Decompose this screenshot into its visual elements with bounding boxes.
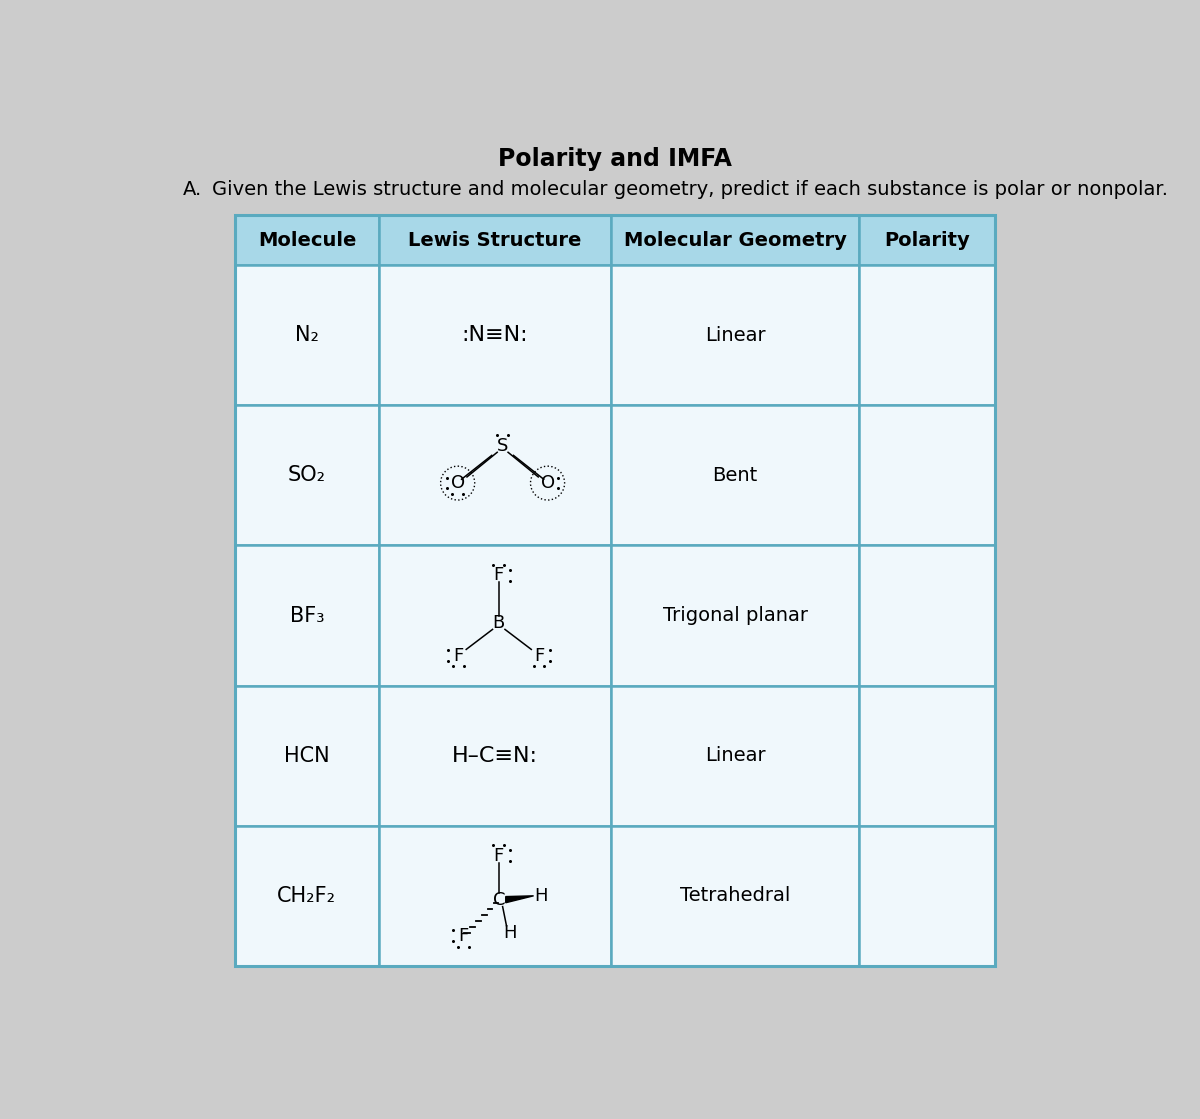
Bar	[859, 686, 995, 826]
Text: H: H	[535, 887, 548, 905]
Text: BF₃: BF₃	[289, 605, 324, 626]
Text: H–C≡N:: H–C≡N:	[452, 745, 538, 765]
Text: Molecule: Molecule	[258, 231, 356, 250]
Bar	[379, 405, 611, 545]
Bar	[235, 686, 379, 826]
Bar	[859, 405, 995, 545]
Text: Lewis Structure: Lewis Structure	[408, 231, 582, 250]
Text: Linear: Linear	[704, 746, 766, 765]
Text: N₂: N₂	[295, 326, 319, 346]
Bar	[379, 826, 611, 966]
Text: CH₂F₂: CH₂F₂	[277, 886, 336, 905]
Text: Given the Lewis structure and molecular geometry, predict if each substance is p: Given the Lewis structure and molecular …	[212, 180, 1168, 199]
Bar	[611, 545, 859, 686]
Text: F: F	[493, 566, 504, 584]
Text: S: S	[497, 438, 509, 455]
Text: O: O	[451, 474, 464, 492]
Text: Tetrahedral: Tetrahedral	[680, 886, 791, 905]
Bar	[379, 265, 611, 405]
Text: H: H	[504, 924, 517, 942]
Text: Polarity and IMFA: Polarity and IMFA	[498, 147, 732, 171]
Text: A.: A.	[182, 180, 202, 199]
Text: F: F	[458, 927, 469, 944]
Bar	[859, 265, 995, 405]
Bar	[611, 405, 859, 545]
Text: HCN: HCN	[284, 745, 330, 765]
Bar	[235, 405, 379, 545]
Bar	[235, 545, 379, 686]
Bar	[611, 826, 859, 966]
Bar	[235, 215, 379, 265]
Bar	[379, 545, 611, 686]
Polygon shape	[505, 896, 534, 903]
Bar	[235, 826, 379, 966]
Text: F: F	[493, 847, 504, 865]
Text: SO₂: SO₂	[288, 466, 326, 486]
Text: Molecular Geometry: Molecular Geometry	[624, 231, 846, 250]
Text: F: F	[534, 647, 544, 665]
Bar	[859, 215, 995, 265]
Bar	[611, 265, 859, 405]
Bar	[379, 215, 611, 265]
Bar	[379, 686, 611, 826]
Text: :N≡N:: :N≡N:	[462, 326, 528, 346]
Text: B: B	[493, 614, 505, 632]
Text: C: C	[492, 891, 505, 909]
Text: Trigonal planar: Trigonal planar	[662, 606, 808, 626]
Bar	[235, 265, 379, 405]
Bar	[611, 686, 859, 826]
Text: Bent: Bent	[713, 466, 757, 485]
Bar	[859, 545, 995, 686]
Text: Polarity: Polarity	[884, 231, 970, 250]
Text: O: O	[540, 474, 554, 492]
Bar	[235, 215, 995, 966]
Text: Linear: Linear	[704, 326, 766, 345]
Text: F: F	[454, 647, 463, 665]
Bar	[611, 215, 859, 265]
Bar	[859, 826, 995, 966]
